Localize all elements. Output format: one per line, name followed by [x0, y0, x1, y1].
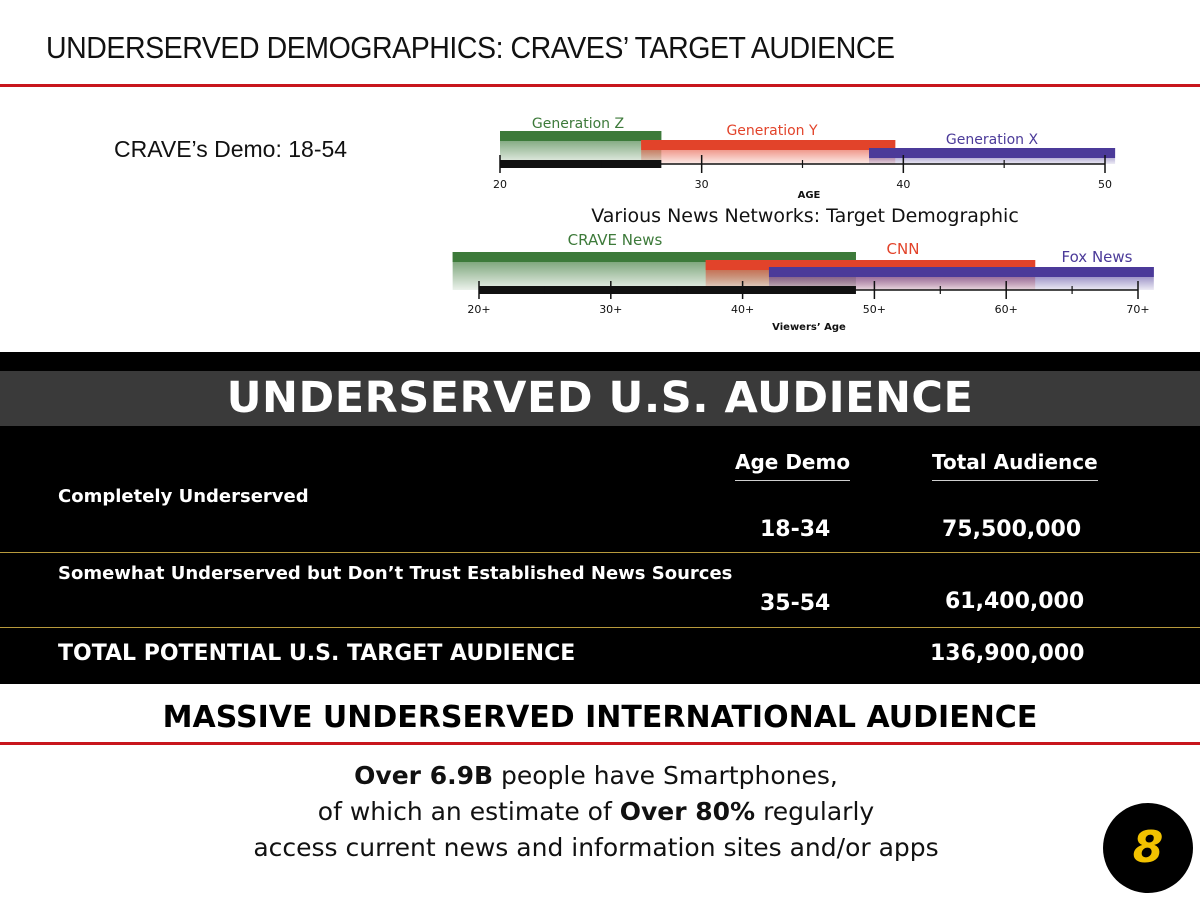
series-label-cnn: CNN: [887, 240, 920, 258]
series-label-fox-news: Fox News: [1062, 248, 1133, 266]
row-divider: [0, 552, 1200, 553]
smartphone-text: people have Smartphones,: [493, 761, 838, 790]
series-band-top-generation-x: [869, 148, 1116, 158]
total-audience-value: 136,900,000: [930, 641, 1085, 666]
title-divider: [0, 84, 1200, 87]
estimate-text-post: regularly: [755, 797, 875, 826]
smartphone-line: Over 6.9B people have Smartphones,: [0, 761, 1192, 790]
column-header-age-demo: Age Demo: [735, 450, 851, 481]
axis-tick-label: 30+: [599, 303, 622, 316]
series-band-top-generation-y: [641, 140, 896, 150]
series-label-generation-x: Generation X: [946, 132, 1039, 148]
smartphone-stat: Over 6.9B: [354, 761, 494, 790]
axis-tick-label: 50: [1098, 178, 1112, 191]
axis-tick-label: 20+: [467, 303, 490, 316]
crave-demo-label: CRAVE’s Demo: 18-54: [114, 136, 348, 162]
estimate-text-pre: of which an estimate of: [317, 797, 620, 826]
access-line: access current news and information site…: [253, 833, 939, 862]
axis-highlight-bar: [479, 286, 856, 294]
row-label-completely-underserved: Completely Underserved: [58, 486, 309, 507]
series-band-top-cnn: [705, 260, 1036, 270]
us-audience-banner: [0, 371, 1200, 426]
estimate-line: of which an estimate of Over 80% regular…: [0, 797, 1192, 826]
series-band-top-generation-z: [500, 131, 662, 141]
axis-label: AGE: [798, 190, 821, 201]
axis-label: Viewers’ Age: [772, 322, 846, 333]
row-label-somewhat-underserved: Somewhat Underserved but Don’t Trust Est…: [58, 563, 733, 584]
international-divider: [0, 742, 1200, 745]
axis-highlight-bar: [500, 160, 662, 168]
demographic-charts: Generation Z Generation Y Generation X 20 30…: [452, 116, 1154, 333]
news-networks-chart: CRAVE News CNN Fox News 20+ 30+ 40+ 50+ 60+ 70+ V…: [452, 205, 1154, 333]
total-audience-label: TOTAL POTENTIAL U.S. TARGET AUDIENCE: [58, 641, 576, 666]
axis-tick-label: 40+: [731, 303, 754, 316]
series-band-top-crave-news: [452, 252, 856, 262]
axis-tick-label: 30: [695, 178, 709, 191]
row-age-18-34: 18-34: [760, 517, 831, 542]
estimate-stat: Over 80%: [619, 797, 756, 826]
axis-tick-label: 60+: [995, 303, 1018, 316]
international-title: MASSIVE UNDERSERVED INTERNATIONAL AUDIEN…: [162, 700, 1038, 735]
series-label-generation-y: Generation Y: [726, 123, 818, 139]
row-total-61400000: 61,400,000: [945, 589, 1085, 614]
generations-chart: Generation Z Generation Y Generation X 20 30…: [493, 116, 1116, 201]
axis-tick-label: 50+: [863, 303, 886, 316]
series-label-crave-news: CRAVE News: [568, 231, 663, 249]
us-audience-title: UNDERSERVED U.S. AUDIENCE: [226, 373, 974, 423]
chart-title: Various News Networks: Target Demographi…: [591, 205, 1019, 227]
series-band-top-fox-news: [768, 267, 1154, 277]
row-age-35-54: 35-54: [760, 591, 831, 616]
axis-tick-label: 20: [493, 178, 507, 191]
axis-tick-label: 40: [896, 178, 910, 191]
page-number-badge: 8: [1103, 803, 1193, 893]
column-header-total-audience: Total Audience: [932, 450, 1098, 481]
row-divider: [0, 627, 1200, 628]
page-title: UNDERSERVED DEMOGRAPHICS: CRAVES’ TARGET…: [46, 30, 895, 65]
series-label-generation-z: Generation Z: [532, 116, 624, 132]
row-total-75500000: 75,500,000: [942, 517, 1082, 542]
axis-tick-label: 70+: [1126, 303, 1149, 316]
